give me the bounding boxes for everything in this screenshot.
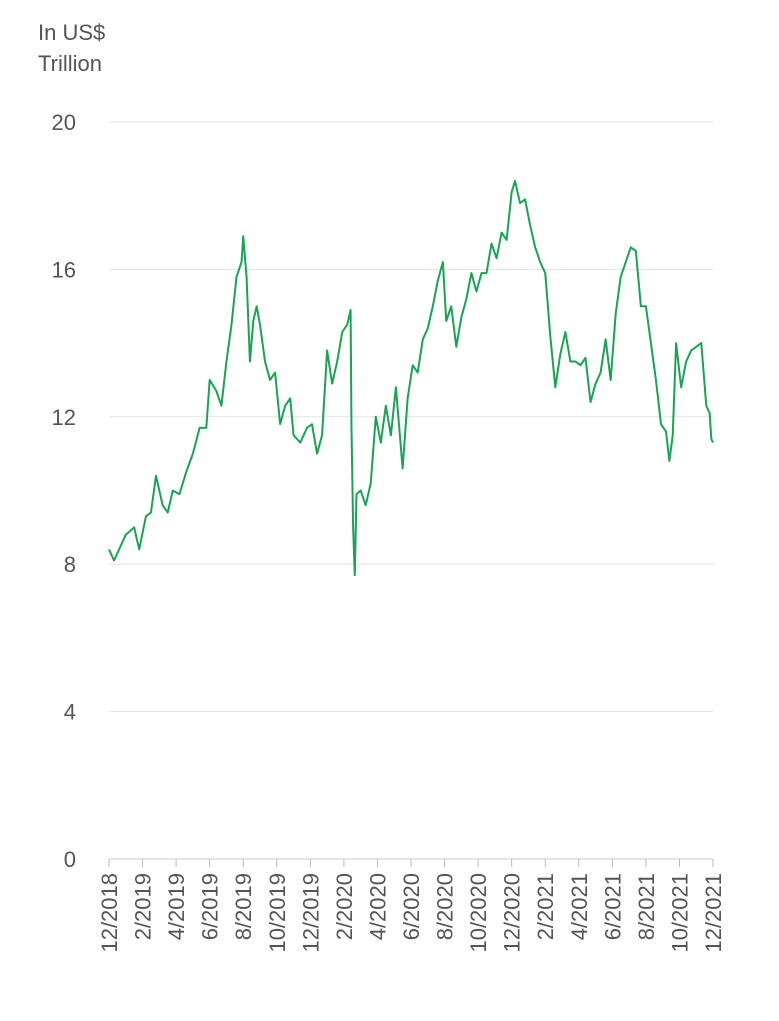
y-tick-label: 20: [52, 110, 76, 135]
x-tick-label: 4/2019: [164, 873, 189, 940]
x-tick-label: 8/2021: [634, 873, 659, 940]
y-tick-label: 8: [64, 552, 76, 577]
x-tick-label: 10/2020: [466, 873, 491, 953]
x-tick-label: 6/2021: [600, 873, 625, 940]
y-axis-label: Trillion: [38, 51, 102, 76]
x-tick-label: 6/2020: [399, 873, 424, 940]
x-tick-label: 2/2019: [131, 873, 156, 940]
y-axis-label: In US$: [38, 20, 105, 45]
line-series: [108, 179, 714, 577]
x-tick-label: 8/2019: [231, 873, 256, 940]
x-tick-label: 2/2020: [332, 873, 357, 940]
x-tick-label: 12/2019: [298, 873, 323, 953]
y-tick-label: 16: [52, 257, 76, 282]
x-tick-label: 6/2019: [198, 873, 223, 940]
x-tick-label: 12/2018: [97, 873, 122, 953]
x-tick-label: 12/2020: [500, 873, 525, 953]
x-tick-label: 4/2020: [365, 873, 390, 940]
x-tick-label: 8/2020: [433, 873, 458, 940]
y-tick-label: 0: [64, 847, 76, 872]
x-tick-label: 12/2021: [701, 873, 726, 953]
y-tick-label: 12: [52, 405, 76, 430]
y-tick-label: 4: [64, 700, 76, 725]
x-tick-label: 10/2019: [265, 873, 290, 953]
x-tick-label: 2/2021: [533, 873, 558, 940]
x-tick-label: 4/2021: [567, 873, 592, 940]
x-tick-label: 10/2021: [667, 873, 692, 953]
